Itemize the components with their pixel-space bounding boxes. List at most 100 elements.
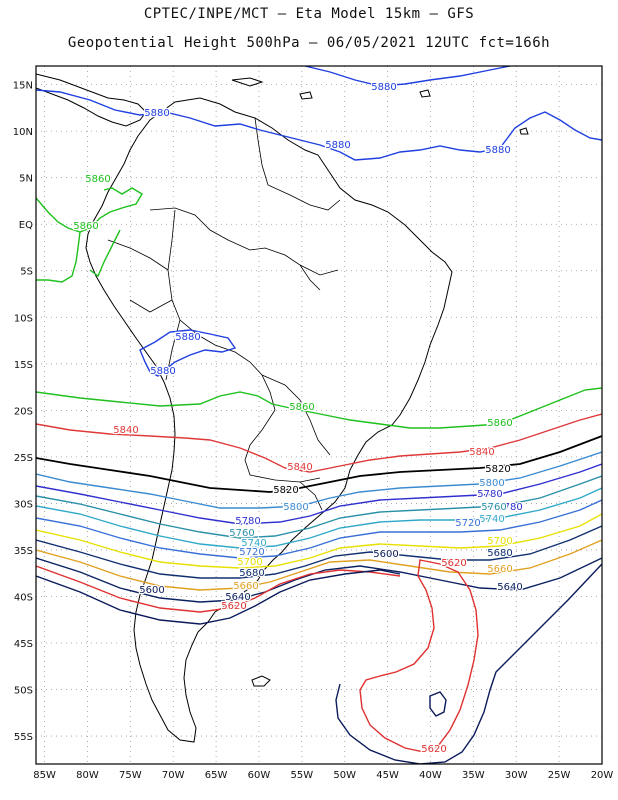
contour-label-5840: 5840 <box>469 447 494 458</box>
contour-label-5740: 5740 <box>241 538 266 549</box>
south-america-coastline <box>85 97 453 743</box>
contour-5680 <box>36 525 602 579</box>
contour-5600-outer <box>36 569 401 625</box>
lat-tick-label: 5S <box>20 267 33 278</box>
contour-label-5880: 5880 <box>150 366 175 377</box>
chart-title: CPTEC/INPE/MCT – Eta Model 15km – GFS <box>143 6 475 22</box>
contour-label-5620: 5620 <box>221 601 246 612</box>
contour-label-5800: 5800 <box>283 502 308 513</box>
contour-small-low <box>429 691 447 717</box>
contour-5800 <box>36 451 602 509</box>
lon-tick-label: 85W <box>33 770 56 781</box>
contour-label-5780: 5780 <box>477 489 502 500</box>
contour-label-5860: 5860 <box>73 221 98 232</box>
lat-tick-label: 25S <box>14 453 33 464</box>
lat-tick-label: 30S <box>14 499 33 510</box>
contour-label-5600: 5600 <box>373 549 398 560</box>
contour-label-5660: 5660 <box>487 564 512 575</box>
lat-tick-label: 10N <box>13 127 33 138</box>
contour-label-5640: 5640 <box>497 582 522 593</box>
contour-label-5860: 5860 <box>487 418 512 429</box>
graticule-grid <box>36 66 603 764</box>
contour-5720 <box>36 499 602 559</box>
lon-tick-label: 65W <box>205 770 228 781</box>
contour-label-5780: 5780 <box>497 502 522 513</box>
land-outlines <box>36 73 529 743</box>
contour-label-5840: 5840 <box>113 425 138 436</box>
lon-tick-label: 25W <box>548 770 571 781</box>
contour-label-5880: 5880 <box>175 332 200 343</box>
contour-label-5740: 5740 <box>479 514 504 525</box>
lon-tick-label: 45W <box>376 770 399 781</box>
lat-tick-label: EQ <box>19 220 33 231</box>
contour-lines <box>36 66 602 764</box>
contour-5880-top <box>304 66 511 87</box>
contour-5620-loop <box>359 559 479 753</box>
lon-tick-label: 75W <box>119 770 142 781</box>
contour-label-5620: 5620 <box>441 558 466 569</box>
contour-label-5880: 5880 <box>371 82 396 93</box>
contour-label-5860: 5860 <box>85 174 110 185</box>
lon-tick-label: 20W <box>591 770 614 781</box>
contour-label-5800: 5800 <box>479 478 504 489</box>
contour-5860-peru <box>36 187 143 283</box>
lat-tick-label: 15N <box>13 81 33 92</box>
contour-5700 <box>36 513 602 569</box>
map-frame <box>35 65 603 765</box>
contour-label-5620: 5620 <box>421 744 446 755</box>
contour-label-5760: 5760 <box>481 502 506 513</box>
lon-tick-label: 55W <box>291 770 314 781</box>
contour-label-5600: 5600 <box>139 585 164 596</box>
lat-tick-label: 55S <box>14 732 33 743</box>
contour-label-5880: 5880 <box>485 145 510 156</box>
lat-tick-label: 15S <box>14 360 33 371</box>
contour-label-5700: 5700 <box>237 557 262 568</box>
lat-tick-label: 45S <box>14 639 33 650</box>
contour-5640 <box>36 557 602 603</box>
longitude-labels: 85W 80W 75W 70W 65W 60W 55W 50W 45W 40W 35W 30W 25W 2… <box>33 770 613 781</box>
contour-label-5820: 5820 <box>485 464 510 475</box>
lat-tick-label: 10S <box>14 313 33 324</box>
lon-tick-label: 50W <box>333 770 356 781</box>
contour-label-5720: 5720 <box>455 518 480 529</box>
contour-5620-outer <box>36 565 401 613</box>
contour-label-5840: 5840 <box>287 462 312 473</box>
lat-tick-label: 5N <box>19 174 33 185</box>
contour-label-5700: 5700 <box>487 536 512 547</box>
contour-label-5820: 5820 <box>273 485 298 496</box>
contour-5660 <box>36 539 602 591</box>
contour-5740 <box>36 487 602 549</box>
country-borders <box>107 117 341 511</box>
lat-tick-label: 35S <box>14 546 33 557</box>
contour-5840 <box>36 413 602 473</box>
lat-tick-label: 20S <box>14 406 33 417</box>
contour-5820 <box>36 435 602 493</box>
lat-tick-label: 50S <box>14 686 33 697</box>
falkland-islands <box>251 675 271 687</box>
caribbean-islands <box>231 77 529 135</box>
lon-tick-label: 30W <box>505 770 528 781</box>
contour-label-5780: 5780 <box>235 516 260 527</box>
lon-tick-label: 80W <box>76 770 99 781</box>
contour-label-5860: 5860 <box>289 402 314 413</box>
latitude-labels: 15N 10N 5N EQ 5S 10S 15S 20S 25S 30S 35S 40S 45S 50S 5… <box>13 81 33 743</box>
contour-5600-trough <box>335 563 602 764</box>
chart-subtitle: Geopotential Height 500hPa – 06/05/2021 … <box>67 35 551 51</box>
lon-tick-label: 60W <box>248 770 271 781</box>
contour-5760 <box>36 475 602 539</box>
contour-label-5880: 5880 <box>144 108 169 119</box>
contour-labels: 5880 5880 5880 5880 5880 5880 5860 5860 5860 5860… <box>72 81 524 757</box>
contour-label-5680: 5680 <box>487 548 512 559</box>
contour-label-5680: 5680 <box>239 568 264 579</box>
contour-5880-bolivia <box>139 329 237 377</box>
contour-label-5760: 5760 <box>229 528 254 539</box>
contour-5880-north <box>36 89 602 161</box>
central-america-coastline <box>36 73 147 127</box>
contour-label-5660: 5660 <box>233 581 258 592</box>
contour-label-5640: 5640 <box>225 592 250 603</box>
lat-tick-label: 40S <box>14 592 33 603</box>
contour-label-5720: 5720 <box>239 547 264 558</box>
contour-5780 <box>36 463 602 525</box>
contour-5860-south <box>36 387 602 429</box>
